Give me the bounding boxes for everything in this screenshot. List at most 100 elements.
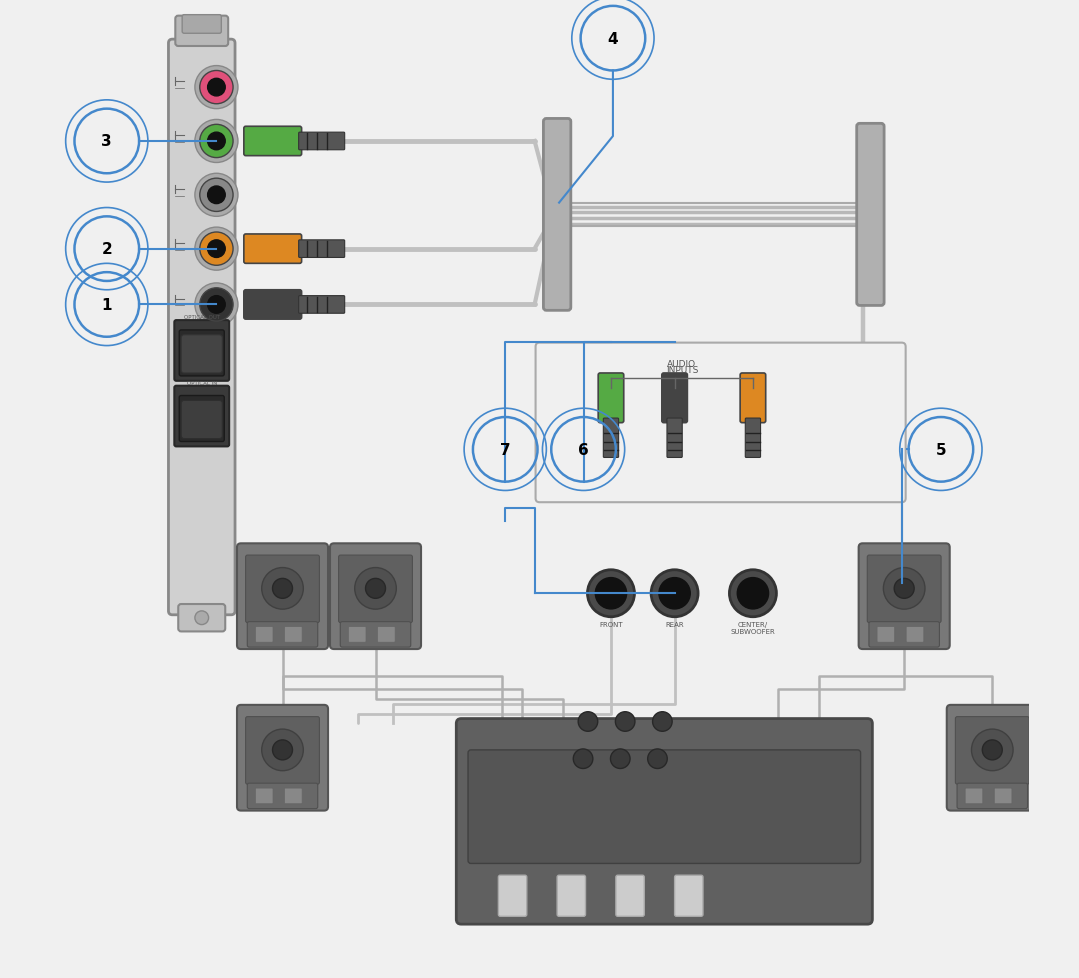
FancyBboxPatch shape bbox=[237, 544, 328, 649]
FancyBboxPatch shape bbox=[378, 627, 395, 643]
Circle shape bbox=[262, 730, 303, 771]
FancyBboxPatch shape bbox=[181, 401, 222, 439]
FancyBboxPatch shape bbox=[468, 750, 861, 864]
Text: FRONT: FRONT bbox=[599, 621, 623, 627]
Circle shape bbox=[200, 233, 233, 266]
FancyBboxPatch shape bbox=[299, 133, 344, 151]
Circle shape bbox=[982, 740, 1002, 760]
FancyBboxPatch shape bbox=[957, 783, 1027, 809]
FancyBboxPatch shape bbox=[246, 717, 319, 784]
Text: 5: 5 bbox=[935, 442, 946, 458]
Text: REAR: REAR bbox=[666, 621, 684, 627]
Circle shape bbox=[596, 578, 627, 609]
Text: 2: 2 bbox=[101, 242, 112, 257]
FancyBboxPatch shape bbox=[661, 374, 687, 423]
FancyBboxPatch shape bbox=[247, 622, 317, 647]
FancyBboxPatch shape bbox=[182, 16, 221, 34]
FancyBboxPatch shape bbox=[535, 343, 905, 503]
FancyBboxPatch shape bbox=[557, 875, 586, 916]
FancyBboxPatch shape bbox=[246, 556, 319, 623]
FancyBboxPatch shape bbox=[498, 875, 527, 916]
Circle shape bbox=[737, 578, 768, 609]
Circle shape bbox=[729, 570, 777, 617]
Circle shape bbox=[207, 79, 226, 97]
FancyBboxPatch shape bbox=[244, 290, 302, 320]
Circle shape bbox=[273, 579, 292, 599]
FancyBboxPatch shape bbox=[740, 374, 766, 423]
FancyBboxPatch shape bbox=[544, 119, 571, 311]
Text: OPTICAL IN: OPTICAL IN bbox=[187, 380, 217, 385]
FancyBboxPatch shape bbox=[994, 788, 1012, 804]
FancyBboxPatch shape bbox=[966, 788, 983, 804]
FancyBboxPatch shape bbox=[869, 622, 940, 647]
Circle shape bbox=[366, 579, 385, 599]
Text: INPUTS: INPUTS bbox=[666, 366, 698, 375]
FancyBboxPatch shape bbox=[859, 544, 950, 649]
Circle shape bbox=[355, 568, 396, 609]
Circle shape bbox=[971, 730, 1013, 771]
FancyBboxPatch shape bbox=[906, 627, 924, 643]
FancyBboxPatch shape bbox=[667, 419, 682, 458]
Circle shape bbox=[894, 579, 914, 599]
Circle shape bbox=[884, 568, 925, 609]
FancyBboxPatch shape bbox=[299, 241, 344, 258]
Circle shape bbox=[207, 187, 226, 204]
Text: CENTER/
SUBWOOFER: CENTER/ SUBWOOFER bbox=[730, 621, 776, 634]
Circle shape bbox=[578, 712, 598, 732]
FancyBboxPatch shape bbox=[603, 419, 618, 458]
FancyBboxPatch shape bbox=[181, 335, 222, 374]
FancyBboxPatch shape bbox=[598, 374, 624, 423]
Circle shape bbox=[195, 174, 238, 217]
Circle shape bbox=[200, 289, 233, 322]
FancyBboxPatch shape bbox=[299, 296, 344, 314]
Circle shape bbox=[195, 611, 208, 625]
Circle shape bbox=[647, 749, 667, 769]
FancyBboxPatch shape bbox=[179, 331, 224, 377]
FancyBboxPatch shape bbox=[616, 875, 644, 916]
Circle shape bbox=[207, 296, 226, 314]
Text: 4: 4 bbox=[607, 31, 618, 47]
Circle shape bbox=[195, 228, 238, 271]
FancyBboxPatch shape bbox=[175, 17, 228, 47]
FancyBboxPatch shape bbox=[285, 788, 302, 804]
Circle shape bbox=[200, 179, 233, 212]
FancyBboxPatch shape bbox=[237, 705, 328, 811]
Text: 1: 1 bbox=[101, 297, 112, 313]
FancyBboxPatch shape bbox=[285, 627, 302, 643]
Circle shape bbox=[573, 749, 592, 769]
FancyBboxPatch shape bbox=[946, 705, 1038, 811]
Circle shape bbox=[200, 125, 233, 158]
Circle shape bbox=[273, 740, 292, 760]
FancyBboxPatch shape bbox=[175, 386, 229, 447]
FancyBboxPatch shape bbox=[244, 127, 302, 156]
Text: AUDIO: AUDIO bbox=[668, 360, 697, 369]
Text: OPTICAL OUT: OPTICAL OUT bbox=[183, 315, 220, 320]
FancyBboxPatch shape bbox=[178, 604, 226, 632]
FancyBboxPatch shape bbox=[175, 321, 229, 381]
Circle shape bbox=[611, 749, 630, 769]
Circle shape bbox=[615, 712, 634, 732]
FancyBboxPatch shape bbox=[955, 717, 1029, 784]
FancyBboxPatch shape bbox=[349, 627, 366, 643]
FancyBboxPatch shape bbox=[244, 235, 302, 264]
FancyBboxPatch shape bbox=[339, 556, 412, 623]
FancyBboxPatch shape bbox=[168, 40, 235, 615]
FancyBboxPatch shape bbox=[256, 627, 273, 643]
FancyBboxPatch shape bbox=[247, 783, 317, 809]
FancyBboxPatch shape bbox=[256, 788, 273, 804]
Circle shape bbox=[207, 241, 226, 258]
FancyBboxPatch shape bbox=[340, 622, 411, 647]
Circle shape bbox=[262, 568, 303, 609]
FancyBboxPatch shape bbox=[746, 419, 761, 458]
FancyBboxPatch shape bbox=[868, 556, 941, 623]
Circle shape bbox=[653, 712, 672, 732]
Circle shape bbox=[200, 71, 233, 105]
Text: 6: 6 bbox=[578, 442, 589, 458]
Circle shape bbox=[195, 120, 238, 163]
Circle shape bbox=[195, 284, 238, 327]
FancyBboxPatch shape bbox=[857, 124, 884, 306]
Circle shape bbox=[195, 67, 238, 110]
FancyBboxPatch shape bbox=[330, 544, 421, 649]
FancyBboxPatch shape bbox=[877, 627, 894, 643]
Circle shape bbox=[659, 578, 691, 609]
